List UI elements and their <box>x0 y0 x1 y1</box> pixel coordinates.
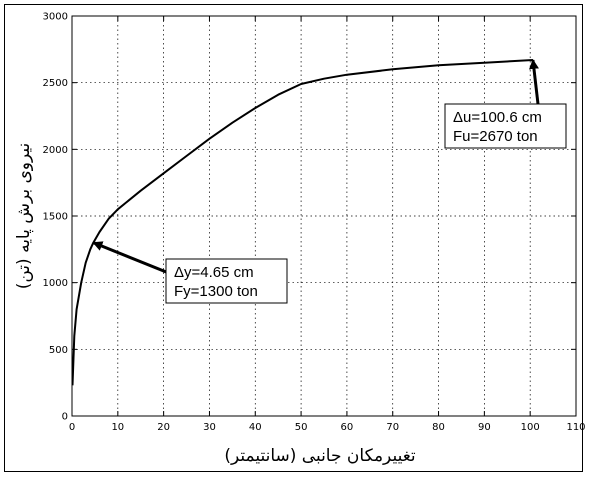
x-tick-label: 60 <box>341 422 354 433</box>
y-tick-label: 2000 <box>43 145 68 156</box>
x-tick-label: 80 <box>432 422 445 433</box>
y-tick-label: 0 <box>62 412 68 423</box>
x-tick-label: 20 <box>157 422 170 433</box>
x-tick-label: 0 <box>69 422 75 433</box>
annotation-text: Δu=100.6 cm <box>453 109 542 126</box>
x-tick-label: 40 <box>249 422 262 433</box>
x-tick-label: 50 <box>295 422 308 433</box>
x-tick-label: 10 <box>111 422 124 433</box>
y-tick-label: 500 <box>49 345 68 356</box>
x-tick-label: 30 <box>203 422 216 433</box>
x-axis-label: تغییرمکان جانبی (سانتیمتر) <box>224 446 416 466</box>
y-tick-label: 1500 <box>43 212 68 223</box>
x-tick-label: 70 <box>386 422 399 433</box>
y-axis-label: نیروی برش پایه (تن) <box>14 143 34 290</box>
annotation-text: Δy=4.65 cm <box>174 264 254 281</box>
x-tick-label: 90 <box>478 422 491 433</box>
x-tick-label: 110 <box>566 422 585 433</box>
annotation-text: Fy=1300 ton <box>174 283 258 300</box>
y-tick-label: 2500 <box>43 78 68 89</box>
y-tick-label: 3000 <box>43 12 68 23</box>
x-tick-label: 100 <box>521 422 540 433</box>
y-tick-label: 1000 <box>43 278 68 289</box>
annotation-text: Fu=2670 ton <box>453 128 538 145</box>
